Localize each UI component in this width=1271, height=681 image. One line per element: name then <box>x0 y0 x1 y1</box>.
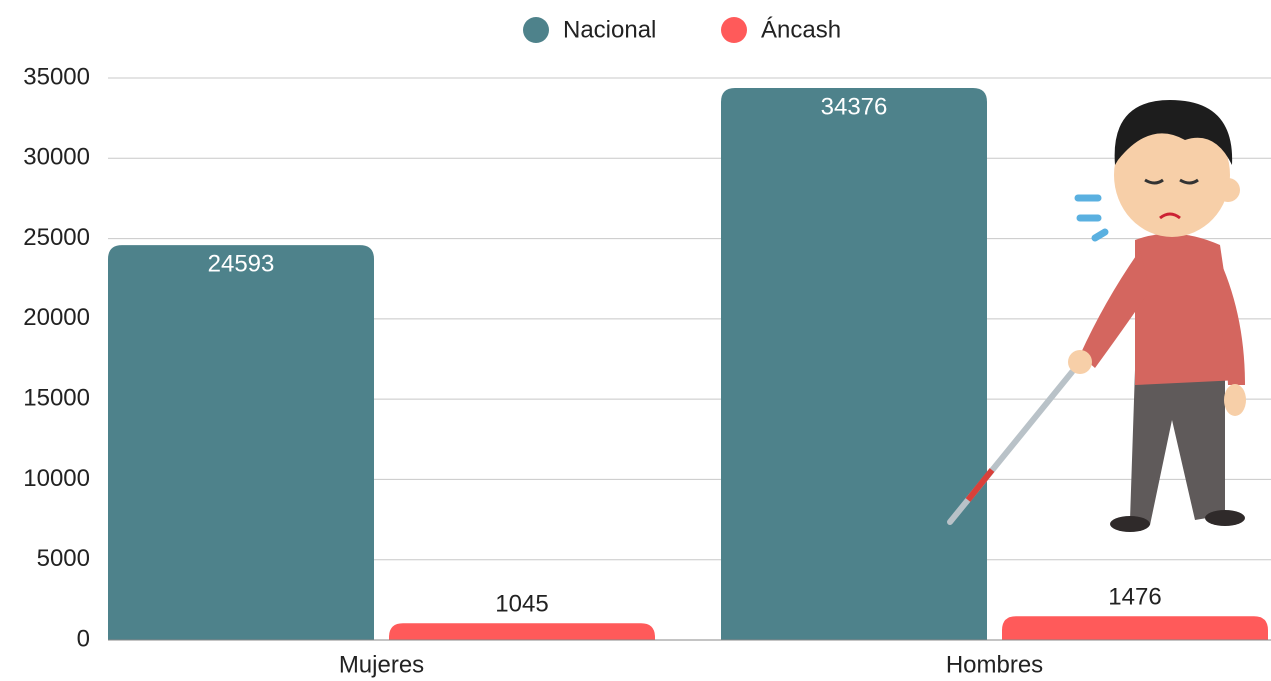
y-tick-label: 5000 <box>37 545 90 572</box>
trousers <box>1130 370 1225 525</box>
illustration <box>950 100 1246 532</box>
chart: 0 5000 10000 15000 20000 25000 30000 35000 Nacio… <box>0 0 1271 681</box>
y-tick-label: 35000 <box>23 63 90 90</box>
bar <box>721 88 987 640</box>
legend-label: Nacional <box>563 16 656 43</box>
y-tick-label: 15000 <box>23 384 90 411</box>
bar <box>389 623 655 640</box>
hand <box>1224 384 1246 416</box>
value-label: 1045 <box>495 591 548 618</box>
y-tick-label: 0 <box>77 625 90 652</box>
legend-label: Áncash <box>761 16 841 43</box>
value-label: 24593 <box>208 250 275 277</box>
legend-swatch <box>721 17 747 43</box>
shoe <box>1110 516 1150 532</box>
hand <box>1068 350 1092 374</box>
legend-swatch <box>523 17 549 43</box>
bar <box>1002 616 1268 640</box>
value-label: 1476 <box>1108 584 1161 611</box>
value-label: 34376 <box>821 93 888 120</box>
y-tick-label: 10000 <box>23 465 90 492</box>
y-tick-label: 20000 <box>23 304 90 331</box>
y-tick-label: 25000 <box>23 224 90 251</box>
shoe <box>1205 510 1245 526</box>
y-tick-label: 30000 <box>23 144 90 171</box>
x-tick-label: Mujeres <box>339 651 424 678</box>
sweat <box>1078 198 1105 238</box>
ear <box>1216 178 1240 202</box>
bar <box>108 245 374 640</box>
x-tick-label: Hombres <box>946 651 1043 678</box>
